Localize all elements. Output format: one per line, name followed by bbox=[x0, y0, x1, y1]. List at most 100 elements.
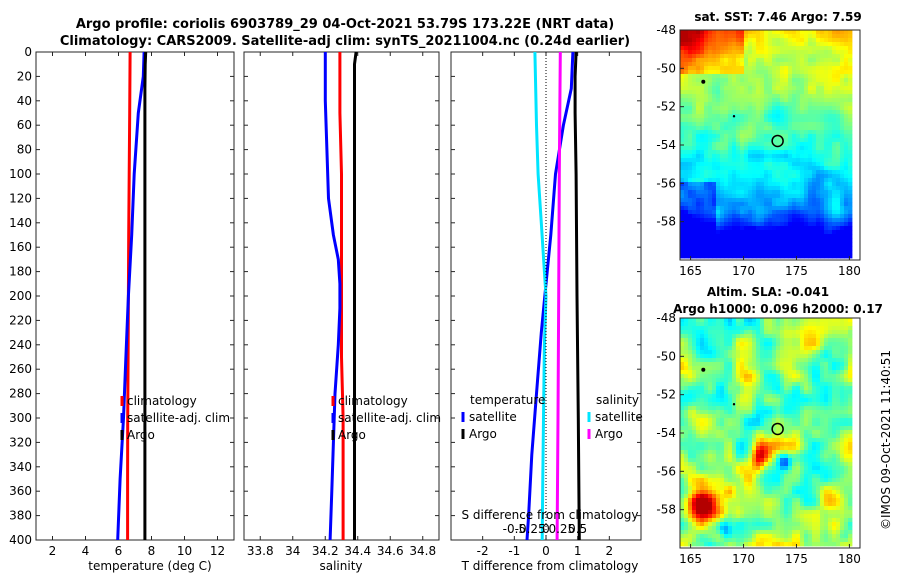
map-cell bbox=[752, 526, 757, 531]
map-cell bbox=[788, 214, 793, 219]
map-cell bbox=[700, 202, 705, 207]
map-cell bbox=[744, 122, 749, 127]
map-cell bbox=[704, 162, 709, 167]
map-cell bbox=[684, 170, 689, 175]
map-cell bbox=[824, 158, 829, 163]
map-cell bbox=[680, 170, 685, 175]
map-cell bbox=[700, 222, 705, 227]
map-cell bbox=[764, 166, 769, 171]
map-cell bbox=[804, 430, 809, 435]
map-cell bbox=[804, 190, 809, 195]
map-cell bbox=[828, 374, 833, 379]
map-cell bbox=[716, 186, 721, 191]
map-cell bbox=[816, 138, 821, 143]
map-cell bbox=[800, 414, 805, 419]
map-cell bbox=[732, 494, 737, 499]
map-cell bbox=[764, 478, 769, 483]
map-cell bbox=[796, 50, 801, 55]
map-cell bbox=[812, 50, 817, 55]
map-cell bbox=[800, 354, 805, 359]
map-cell bbox=[808, 234, 813, 239]
map-cell bbox=[696, 78, 701, 83]
map-cell bbox=[804, 218, 809, 223]
legend-label: satellite-adj. clim bbox=[338, 411, 441, 425]
map-cell bbox=[808, 110, 813, 115]
map-cell bbox=[792, 450, 797, 455]
map-cell bbox=[772, 46, 777, 51]
map-cell bbox=[704, 366, 709, 371]
map-cell bbox=[808, 78, 813, 83]
map-cell bbox=[692, 354, 697, 359]
map-cell bbox=[824, 410, 829, 415]
map-cell bbox=[700, 370, 705, 375]
map-cell bbox=[684, 118, 689, 123]
map-cell bbox=[796, 114, 801, 119]
map-cell bbox=[716, 318, 721, 323]
map-cell bbox=[796, 70, 801, 75]
map-cell bbox=[780, 246, 785, 251]
map-cell bbox=[716, 30, 721, 35]
map-cell bbox=[796, 178, 801, 183]
map-cell bbox=[784, 198, 789, 203]
y-tick-label: 80 bbox=[17, 143, 32, 157]
map-cell bbox=[756, 142, 761, 147]
map-cell bbox=[720, 206, 725, 211]
map-cell bbox=[768, 322, 773, 327]
map-cell bbox=[680, 94, 685, 99]
map-cell bbox=[704, 250, 709, 255]
map-cell bbox=[724, 318, 729, 323]
map-cell bbox=[740, 522, 745, 527]
map-cell bbox=[756, 434, 761, 439]
map-cell bbox=[800, 134, 805, 139]
map-cell bbox=[816, 150, 821, 155]
map-cell bbox=[808, 214, 813, 219]
map-cell bbox=[688, 178, 693, 183]
map-cell bbox=[684, 186, 689, 191]
map-cell bbox=[820, 142, 825, 147]
map-cell bbox=[720, 138, 725, 143]
map-cell bbox=[720, 390, 725, 395]
map-cell bbox=[708, 338, 713, 343]
map-cell bbox=[696, 430, 701, 435]
map-cell bbox=[796, 150, 801, 155]
map-cell bbox=[788, 394, 793, 399]
map-cell bbox=[832, 406, 837, 411]
map-cell bbox=[720, 154, 725, 159]
map-cell bbox=[724, 370, 729, 375]
map-cell bbox=[716, 162, 721, 167]
map-cell bbox=[716, 362, 721, 367]
map-cell bbox=[748, 226, 753, 231]
map-cell bbox=[808, 334, 813, 339]
map-cell bbox=[772, 526, 777, 531]
map-cell bbox=[836, 174, 841, 179]
map-cell bbox=[708, 498, 713, 503]
map-cell bbox=[792, 490, 797, 495]
map-cell bbox=[684, 386, 689, 391]
map-cell bbox=[848, 74, 853, 79]
map-cell bbox=[792, 206, 797, 211]
map-cell bbox=[840, 518, 845, 523]
map-cell bbox=[772, 250, 777, 255]
map-cell bbox=[812, 206, 817, 211]
map-cell bbox=[772, 74, 777, 79]
map-cell bbox=[740, 426, 745, 431]
map-cell bbox=[692, 198, 697, 203]
map-cell bbox=[844, 362, 849, 367]
map-cell bbox=[728, 470, 733, 475]
map-cell bbox=[748, 174, 753, 179]
map-cell bbox=[700, 94, 705, 99]
map-cell bbox=[712, 54, 717, 59]
map-cell bbox=[816, 398, 821, 403]
map-cell bbox=[792, 114, 797, 119]
map-cell bbox=[784, 214, 789, 219]
map-cell bbox=[712, 174, 717, 179]
map-cell bbox=[684, 218, 689, 223]
map-cell bbox=[760, 378, 765, 383]
x-tick-label: 33.8 bbox=[247, 544, 274, 558]
map-cell bbox=[768, 338, 773, 343]
map-cell bbox=[740, 370, 745, 375]
map-cell bbox=[836, 386, 841, 391]
map-cell bbox=[768, 162, 773, 167]
map-cell bbox=[776, 378, 781, 383]
map-cell bbox=[688, 374, 693, 379]
